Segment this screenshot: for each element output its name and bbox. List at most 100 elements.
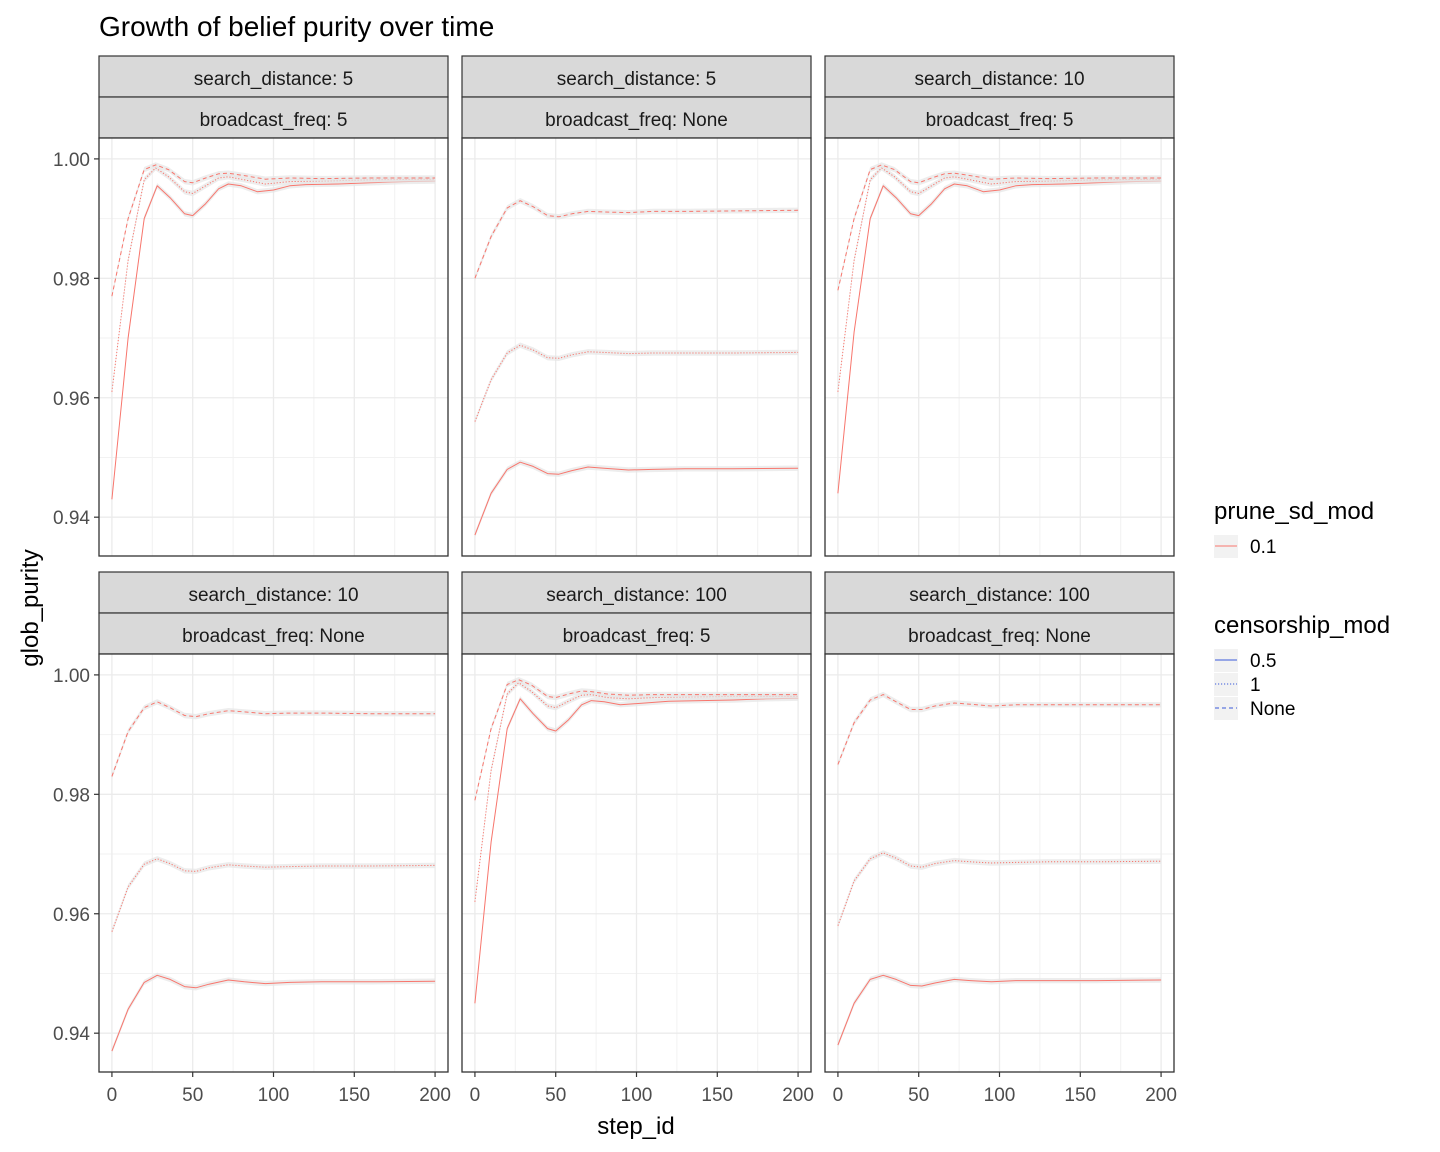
series-line-censorship-1 — [837, 852, 1162, 926]
x-tick-label: 200 — [1145, 1085, 1177, 1106]
facet-panel: search_distance: 10 broadcast_freq: 5 — [824, 55, 1175, 557]
facet-panel: search_distance: 100 broadcast_freq: 5 — [461, 571, 812, 1073]
series-line-censorship-0-5 — [111, 180, 436, 500]
legend-label: 1 — [1250, 675, 1261, 696]
y-tick-label: 1.00 — [53, 666, 90, 687]
x-tick-label: 100 — [258, 1085, 290, 1106]
facet-strip-top — [461, 55, 812, 98]
y-tick-label: 1.00 — [53, 150, 90, 171]
series-line-censorship-0-5 — [837, 974, 1162, 1046]
x-axis: 0 50 100 150 200 0 50 100 150 200 0 50 100 150 200 — [107, 1072, 1177, 1106]
series-line-censorship-0-5 — [837, 180, 1162, 494]
series-ribbon — [837, 691, 1162, 768]
y-tick-label: 0.94 — [53, 1024, 90, 1045]
series-line-censorship-none — [474, 679, 799, 801]
series-line-censorship-0-5 — [111, 974, 436, 1052]
x-tick-label: 0 — [833, 1085, 844, 1106]
series-ribbon — [837, 850, 1162, 929]
panel-border — [824, 137, 1175, 557]
series-ribbon — [111, 972, 436, 1054]
y-tick-label: 0.98 — [53, 269, 90, 290]
series-line-censorship-0-5 — [474, 461, 799, 536]
facet-strip-top — [461, 571, 812, 614]
series-line-censorship-1 — [837, 167, 1162, 392]
facet-strip-bottom — [461, 96, 812, 139]
y-tick-label: 0.96 — [53, 905, 90, 926]
facet-strip-bottom-label: broadcast_freq: 5 — [200, 110, 348, 131]
facet-strip-bottom-label: broadcast_freq: 5 — [563, 626, 711, 647]
legend-title: censorship_mod — [1214, 612, 1390, 639]
series-line-censorship-none — [111, 701, 436, 777]
series-ribbon — [111, 699, 436, 780]
series-line-censorship-1 — [111, 167, 436, 392]
gridlines — [99, 654, 448, 1072]
facet-panel: search_distance: 10 broadcast_freq: None — [98, 571, 449, 1073]
legend-group: prune_sd_mod 0.1 — [1214, 498, 1374, 558]
series-ribbon — [474, 198, 799, 281]
gridlines — [825, 138, 1174, 556]
facet-panel: search_distance: 5 broadcast_freq: None — [461, 55, 812, 557]
series-line-censorship-0-5 — [474, 697, 799, 1004]
y-tick-label: 0.98 — [53, 785, 90, 806]
x-tick-label: 200 — [782, 1085, 814, 1106]
x-tick-label: 50 — [182, 1085, 203, 1106]
chart-title: Growth of belief purity over time — [99, 11, 494, 42]
x-axis-label: step_id — [597, 1113, 674, 1140]
gridlines — [462, 654, 811, 1072]
facet-strip-bottom — [98, 612, 449, 655]
facet-strip-top — [98, 55, 449, 98]
series-line-censorship-none — [837, 694, 1162, 765]
facet-strip-top — [824, 55, 1175, 98]
legend-label: None — [1250, 699, 1295, 720]
facet-strip-top — [824, 571, 1175, 614]
facet-strip-top-label: search_distance: 10 — [188, 585, 358, 606]
x-tick-label: 0 — [107, 1085, 118, 1106]
facet-panel: search_distance: 100 broadcast_freq: None — [824, 571, 1175, 1073]
legend-label: 0.1 — [1250, 537, 1276, 558]
x-tick-label: 50 — [545, 1085, 566, 1106]
facet-strip-top-label: search_distance: 10 — [914, 69, 1084, 90]
gridlines — [462, 138, 811, 556]
y-axis: 0.94 0.96 0.98 1.00 0.94 0.96 0.98 1.00 — [53, 150, 99, 1045]
facet-strip-bottom — [461, 612, 812, 655]
series-line-censorship-none — [111, 164, 436, 297]
panel-border — [98, 137, 449, 557]
series-line-censorship-1 — [111, 858, 436, 932]
legend: prune_sd_mod 0.1 censorship_mod 0.5 1 None — [1214, 498, 1390, 720]
x-tick-label: 100 — [621, 1085, 653, 1106]
facet-strip-bottom-label: broadcast_freq: None — [545, 110, 728, 131]
series-ribbon — [474, 695, 799, 1006]
facet-strip-bottom-label: broadcast_freq: None — [182, 626, 365, 647]
facet-strip-top-label: search_distance: 5 — [194, 69, 354, 90]
x-tick-label: 200 — [419, 1085, 451, 1106]
facet-strip-top-label: search_distance: 100 — [909, 585, 1090, 606]
x-tick-label: 0 — [470, 1085, 481, 1106]
facet-strip-top-label: search_distance: 5 — [557, 69, 717, 90]
panel-border — [461, 137, 812, 557]
series-line-censorship-none — [474, 200, 799, 279]
legend-group: censorship_mod 0.5 1 None — [1214, 612, 1390, 720]
x-tick-label: 100 — [984, 1085, 1016, 1106]
series-ribbon — [111, 162, 436, 299]
series-ribbon — [474, 459, 799, 538]
y-axis-label: glob_purity — [17, 549, 44, 666]
x-tick-label: 150 — [338, 1085, 370, 1106]
facet-strip-top — [98, 571, 449, 614]
legend-title: prune_sd_mod — [1214, 498, 1374, 525]
gridlines — [99, 138, 448, 556]
series-ribbon — [474, 342, 799, 425]
facet-strip-bottom — [98, 96, 449, 139]
x-tick-label: 50 — [908, 1085, 929, 1106]
facet-strip-bottom-label: broadcast_freq: None — [908, 626, 1091, 647]
facet-panel: search_distance: 5 broadcast_freq: 5 — [98, 55, 449, 557]
facet-strip-bottom — [824, 96, 1175, 139]
legend-key — [1214, 673, 1238, 696]
legend-label: 0.5 — [1250, 651, 1276, 672]
y-tick-label: 0.96 — [53, 389, 90, 410]
facet-strip-top-label: search_distance: 100 — [546, 585, 727, 606]
x-tick-label: 150 — [701, 1085, 733, 1106]
x-tick-label: 150 — [1064, 1085, 1096, 1106]
series-line-censorship-none — [837, 164, 1162, 291]
